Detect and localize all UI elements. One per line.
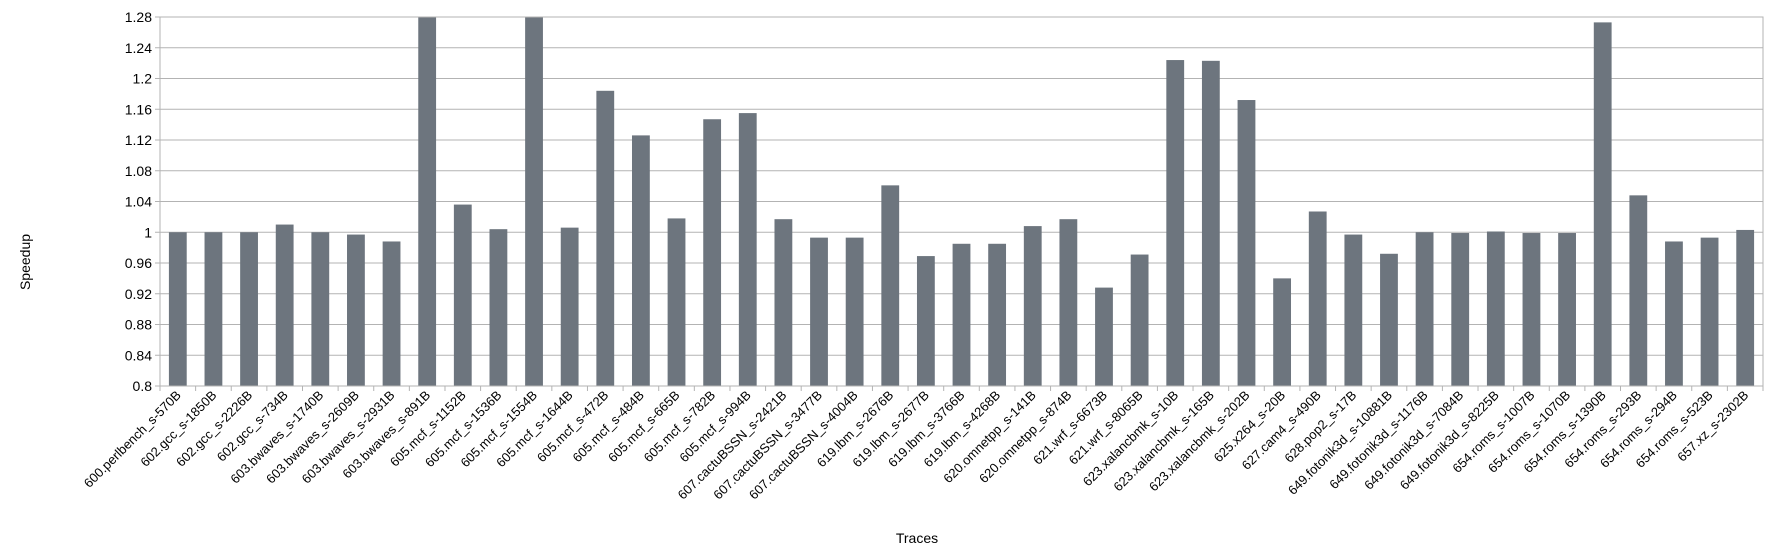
bar <box>774 219 793 386</box>
bar <box>1308 211 1327 386</box>
y-tick-label: 0.92 <box>125 286 152 302</box>
bar <box>1558 233 1576 386</box>
bar <box>1700 237 1719 386</box>
bar <box>1130 254 1149 386</box>
bar <box>1059 219 1078 386</box>
bars <box>168 17 1755 387</box>
bar <box>1273 278 1292 386</box>
bar <box>596 90 615 387</box>
x-axis-title: Traces <box>896 530 938 546</box>
bar <box>168 232 187 386</box>
y-tick-label: 1.12 <box>125 132 152 148</box>
bar <box>1522 233 1541 386</box>
y-tick-label: 1.08 <box>125 163 152 179</box>
bar <box>1166 60 1185 387</box>
bar <box>1415 232 1434 386</box>
y-tick-label: 0.96 <box>125 255 152 271</box>
bar <box>916 256 935 386</box>
bar <box>1095 287 1113 386</box>
y-tick-label: 1.16 <box>125 101 152 117</box>
plot-frame <box>155 16 1764 391</box>
y-tick-label: 0.84 <box>125 347 152 363</box>
y-tick-label: 1 <box>144 224 152 240</box>
bar <box>1593 22 1612 386</box>
bar <box>1665 241 1683 386</box>
bar <box>382 241 401 386</box>
y-tick-label: 1.24 <box>125 40 152 56</box>
bar <box>988 243 1007 386</box>
y-tick-label: 1.04 <box>125 194 152 210</box>
bar <box>204 232 223 386</box>
bar <box>631 135 650 386</box>
y-tick-label: 1.2 <box>133 71 153 87</box>
bar <box>738 113 757 386</box>
bar <box>240 232 258 386</box>
bar <box>1380 253 1398 386</box>
bar <box>347 234 365 386</box>
plot-area-border <box>159 16 1764 387</box>
bar <box>1629 195 1648 386</box>
bar <box>489 229 508 386</box>
bar <box>810 237 828 386</box>
bar <box>1237 100 1256 387</box>
bar <box>453 204 472 386</box>
bar <box>311 232 330 386</box>
bar <box>525 17 543 386</box>
bar <box>952 243 971 386</box>
bar <box>703 119 722 387</box>
bar <box>1201 60 1220 386</box>
bar <box>1344 234 1363 386</box>
bar <box>1023 226 1042 386</box>
bar <box>667 218 686 386</box>
bar <box>1486 231 1505 386</box>
bar <box>275 224 294 386</box>
bar <box>418 17 437 386</box>
y-tick-labels: 0.8 0.84 0.88 0.92 0.96 1 1.04 1.08 1.12 1.16 1.2 1… <box>125 9 152 394</box>
bar <box>881 185 900 386</box>
y-axis-title: Speedup <box>17 234 33 290</box>
bar <box>560 227 579 386</box>
bar <box>1451 233 1470 386</box>
y-tick-label: 0.8 <box>133 378 153 394</box>
bar <box>845 237 864 386</box>
y-tick-label: 0.88 <box>125 317 152 333</box>
x-tick-labels: 600.perlbench_s-570B602.gcc_s-1850B602.g… <box>81 388 1752 503</box>
y-tick-label: 1.28 <box>125 9 152 25</box>
bar <box>1736 229 1755 386</box>
